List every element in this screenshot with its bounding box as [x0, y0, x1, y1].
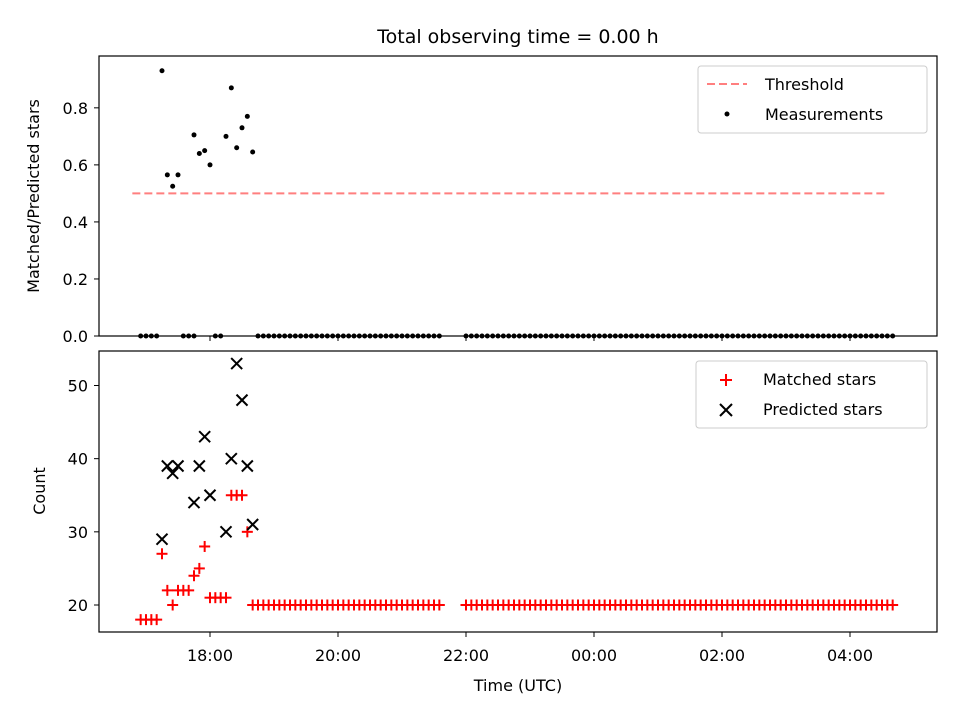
measurement-point [164, 172, 170, 178]
predicted-star-point [246, 518, 259, 531]
measurement-point [175, 172, 181, 178]
bottom-ytick-label: 30 [68, 523, 88, 542]
bottom-xtick-label: 20:00 [315, 646, 361, 665]
top-ytick-label: 0.6 [63, 156, 88, 175]
matched-star-point [193, 562, 205, 574]
bottom-xlabel: Time (UTC) [473, 676, 562, 695]
top-ytick-label: 0.0 [63, 327, 88, 346]
measurement-point [250, 149, 256, 155]
predicted-star-point [241, 459, 254, 473]
top-panel: Total observing time = 0.00 h 0.00.20.40… [24, 26, 938, 346]
matched-star-point [220, 592, 232, 604]
bottom-xtick-label: 22:00 [443, 646, 489, 665]
top-axes-frame [98, 55, 938, 337]
bottom-ytick-label: 40 [68, 450, 88, 469]
legend-matched-marker [720, 374, 732, 386]
matched-star-point [241, 526, 253, 538]
legend-measurements-label: Measurements [765, 105, 883, 124]
measurement-point [196, 150, 202, 156]
predicted-star-point [230, 357, 243, 370]
bottom-ytick-label: 50 [68, 377, 88, 396]
bottom-ytick-label: 20 [68, 596, 88, 615]
legend-threshold-label: Threshold [764, 75, 844, 94]
measurement-point [207, 162, 213, 168]
bottom-xtick-label: 18:00 [187, 646, 233, 665]
bottom-xtick-label: 04:00 [827, 646, 873, 665]
predicted-star-point [193, 459, 206, 473]
matched-star-point [167, 599, 179, 611]
predicted-star-point [155, 532, 169, 546]
measurement-point [244, 113, 250, 119]
bottom-xtick-label: 02:00 [699, 646, 745, 665]
measurement-point [239, 125, 245, 131]
top-ytick-label: 0.8 [63, 99, 88, 118]
bottom-legend: Matched stars Predicted stars [695, 360, 928, 429]
legend-measurements-marker [724, 111, 730, 117]
top-xticks [209, 336, 851, 341]
bottom-axes-frame [98, 350, 938, 633]
measurement-point [202, 148, 208, 154]
top-ylabel: Matched/Predicted stars [24, 99, 43, 293]
legend-predicted-marker [719, 403, 733, 417]
bottom-yticks: 20 30 40 50 [68, 377, 99, 615]
top-ytick-label: 0.4 [63, 213, 88, 232]
matched-star-point [236, 489, 248, 501]
top-legend: Threshold Measurements [697, 65, 928, 134]
legend-matched-label: Matched stars [763, 370, 876, 389]
matched-star-point [151, 614, 163, 626]
matched-star-point [188, 570, 200, 582]
top-yticks: 0.0 0.2 0.4 0.6 0.8 [63, 99, 99, 346]
matched-star-point [183, 584, 195, 596]
matched-star-point [887, 599, 899, 611]
predicted-star-point [219, 525, 233, 539]
bottom-legend-box [695, 360, 928, 429]
top-legend-box [697, 65, 928, 134]
matched-star-point [161, 584, 173, 596]
predicted-star-point [187, 496, 201, 509]
bottom-xtick-label: 00:00 [571, 646, 617, 665]
predicted-star-point [166, 467, 179, 480]
predicted-star-point [198, 430, 211, 443]
predicted-star-point [225, 452, 238, 465]
measurement-point [234, 145, 240, 151]
bottom-ylabel: Count [30, 467, 49, 515]
matched-star-point [433, 599, 445, 611]
matched-star-point [156, 548, 168, 560]
measurement-point [170, 183, 176, 189]
matched-star-point [199, 540, 211, 552]
predicted-star-point [203, 489, 217, 502]
measurement-point [159, 68, 165, 74]
measurement-point [191, 132, 197, 138]
measurement-point [228, 85, 234, 91]
measurement-point [223, 133, 229, 139]
predicted-star-point [171, 459, 185, 473]
bottom-marks [135, 357, 899, 626]
predicted-star-point [235, 393, 249, 407]
bottom-xticks: 18:00 20:00 22:00 00:00 02:00 04:00 [187, 632, 873, 665]
predicted-star-point [161, 459, 174, 473]
top-ytick-label: 0.2 [63, 270, 88, 289]
top-title: Total observing time = 0.00 h [376, 26, 658, 48]
legend-predicted-label: Predicted stars [763, 400, 883, 419]
